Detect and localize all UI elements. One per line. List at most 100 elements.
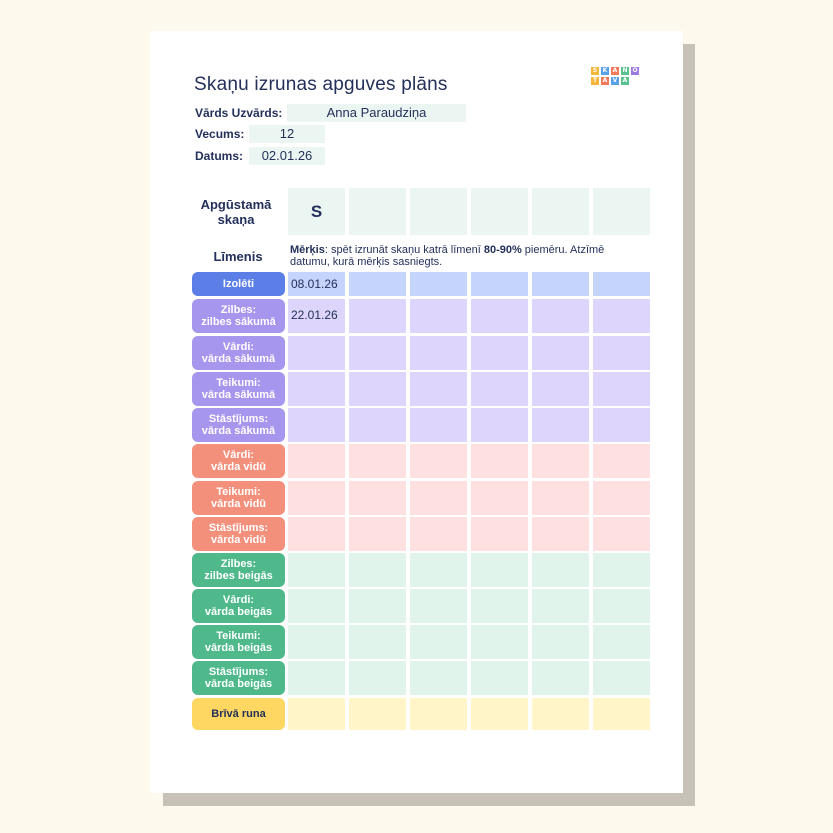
progress-cell[interactable]: [410, 372, 467, 406]
progress-cell[interactable]: [532, 481, 589, 515]
progress-cell[interactable]: [288, 372, 345, 406]
progress-cell[interactable]: [471, 625, 528, 659]
progress-cell[interactable]: [349, 698, 406, 730]
progress-cell[interactable]: [593, 481, 650, 515]
progress-cell[interactable]: [593, 372, 650, 406]
goal-text-1: : spēt izrunāt skaņu katrā līmenī: [324, 244, 484, 256]
progress-cell[interactable]: [593, 625, 650, 659]
progress-cell[interactable]: [593, 553, 650, 587]
progress-cell[interactable]: [532, 336, 589, 370]
progress-cell[interactable]: [349, 625, 406, 659]
progress-cell[interactable]: 08.01.26: [288, 272, 345, 296]
sound-cell[interactable]: [532, 188, 589, 235]
progress-cell[interactable]: [532, 272, 589, 296]
progress-cell[interactable]: [288, 481, 345, 515]
progress-cell[interactable]: [288, 625, 345, 659]
progress-cell[interactable]: [410, 589, 467, 623]
progress-cell[interactable]: [349, 372, 406, 406]
progress-cell[interactable]: [593, 661, 650, 695]
progress-cell[interactable]: [410, 299, 467, 333]
goal-text-2: piemēru. Atzīmē datumu, kurā mērķis sasn…: [290, 244, 605, 268]
progress-cell[interactable]: [471, 372, 528, 406]
progress-cell[interactable]: [471, 553, 528, 587]
progress-cell[interactable]: 22.01.26: [288, 299, 345, 333]
progress-cell[interactable]: [349, 408, 406, 442]
level-label: Stāstījums: vārda sākumā: [192, 408, 285, 442]
progress-cell[interactable]: [410, 661, 467, 695]
progress-cell[interactable]: [349, 481, 406, 515]
progress-cell[interactable]: [410, 336, 467, 370]
progress-cell[interactable]: [349, 272, 406, 296]
progress-cell[interactable]: [471, 444, 528, 478]
sound-cell[interactable]: [471, 188, 528, 235]
progress-cell[interactable]: [593, 408, 650, 442]
progress-cell[interactable]: [471, 299, 528, 333]
progress-cell[interactable]: [593, 698, 650, 730]
progress-cell[interactable]: [532, 625, 589, 659]
progress-cell[interactable]: [593, 589, 650, 623]
progress-cell[interactable]: [471, 661, 528, 695]
level-label: Teikumi: vārda vidū: [192, 481, 285, 515]
progress-cell[interactable]: [471, 698, 528, 730]
progress-cell[interactable]: [288, 336, 345, 370]
progress-cell[interactable]: [532, 444, 589, 478]
goal-note: Mērķis: spēt izrunāt skaņu katrā līmenī …: [290, 244, 645, 268]
progress-cell[interactable]: [532, 661, 589, 695]
logo-letter: O: [631, 67, 639, 75]
progress-cell[interactable]: [410, 517, 467, 551]
progress-cell[interactable]: [532, 517, 589, 551]
progress-cell[interactable]: [288, 589, 345, 623]
level-label: Vārdi: vārda vidū: [192, 444, 285, 478]
progress-cell[interactable]: [288, 553, 345, 587]
date-field[interactable]: 02.01.26: [249, 147, 325, 165]
progress-cell[interactable]: [410, 625, 467, 659]
progress-cell[interactable]: [349, 299, 406, 333]
progress-cell[interactable]: [532, 589, 589, 623]
progress-cell[interactable]: [349, 553, 406, 587]
progress-cell[interactable]: [410, 408, 467, 442]
logo-letter: A: [621, 77, 629, 85]
progress-cell[interactable]: [288, 444, 345, 478]
progress-cell[interactable]: [593, 517, 650, 551]
progress-cell[interactable]: [288, 408, 345, 442]
sound-cell[interactable]: [410, 188, 467, 235]
progress-cell[interactable]: [532, 299, 589, 333]
progress-cell[interactable]: [349, 517, 406, 551]
progress-cell[interactable]: [410, 444, 467, 478]
progress-cell[interactable]: [471, 408, 528, 442]
progress-cell[interactable]: [410, 553, 467, 587]
age-field[interactable]: 12: [249, 125, 325, 143]
progress-cell[interactable]: [410, 272, 467, 296]
progress-cell[interactable]: [532, 698, 589, 730]
progress-cell[interactable]: [471, 481, 528, 515]
progress-cell[interactable]: [532, 553, 589, 587]
progress-cell[interactable]: [349, 444, 406, 478]
progress-cell[interactable]: [532, 408, 589, 442]
sound-cell[interactable]: S: [288, 188, 345, 235]
logo-letter: A: [611, 67, 619, 75]
progress-cell[interactable]: [593, 336, 650, 370]
progress-cell[interactable]: [593, 272, 650, 296]
progress-cell[interactable]: [349, 336, 406, 370]
sound-cell[interactable]: [349, 188, 406, 235]
date-label: Datums:: [195, 149, 244, 163]
progress-cell[interactable]: [593, 299, 650, 333]
progress-cell[interactable]: [349, 661, 406, 695]
progress-cell[interactable]: [288, 698, 345, 730]
progress-cell[interactable]: [471, 517, 528, 551]
name-label: Vārds Uzvārds:: [195, 106, 283, 120]
progress-cell[interactable]: [288, 517, 345, 551]
progress-cell[interactable]: [471, 589, 528, 623]
progress-cell[interactable]: [471, 336, 528, 370]
progress-cell[interactable]: [593, 444, 650, 478]
logo-letter: K: [601, 67, 609, 75]
progress-cell[interactable]: [532, 372, 589, 406]
progress-cell[interactable]: [471, 272, 528, 296]
progress-cell[interactable]: [349, 589, 406, 623]
name-field[interactable]: Anna Paraudziņa: [287, 104, 466, 122]
progress-cell[interactable]: [288, 661, 345, 695]
sound-cell[interactable]: [593, 188, 650, 235]
progress-cell[interactable]: [410, 481, 467, 515]
progress-cell[interactable]: [410, 698, 467, 730]
